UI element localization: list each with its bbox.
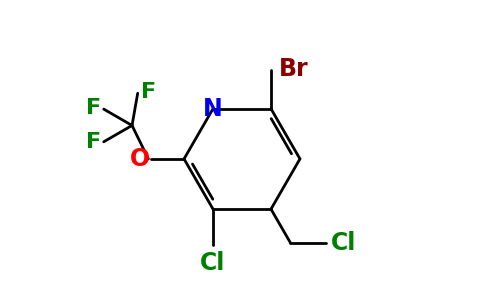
Text: F: F — [86, 132, 101, 152]
Text: O: O — [130, 147, 150, 171]
Text: F: F — [141, 82, 156, 102]
Text: F: F — [86, 98, 101, 118]
Text: N: N — [203, 97, 223, 121]
Text: Cl: Cl — [331, 231, 356, 255]
Text: Cl: Cl — [200, 251, 226, 275]
Text: Br: Br — [278, 57, 308, 81]
